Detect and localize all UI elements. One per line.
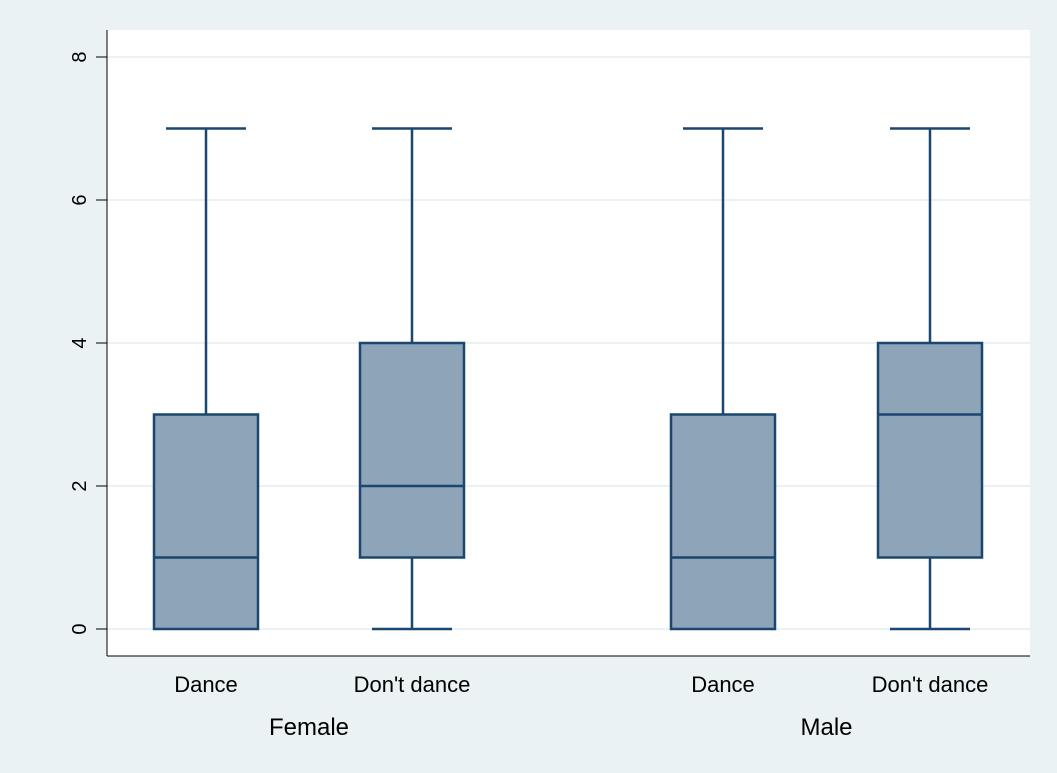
box-0-0 — [152, 127, 260, 631]
boxes — [152, 127, 984, 631]
y-tick-label: 8 — [69, 51, 91, 62]
gridlines — [107, 56, 1030, 630]
box-iqr — [669, 413, 777, 631]
y-axis: 0 2 4 6 8 — [69, 30, 1030, 657]
category-label: Dance — [691, 672, 755, 697]
group-label: Female — [269, 714, 349, 741]
box-1-0 — [669, 127, 777, 631]
y-tick-label: 0 — [69, 623, 91, 634]
y-tick-label: 6 — [69, 194, 91, 205]
category-label: Don't dance — [872, 672, 989, 697]
box-iqr — [876, 341, 984, 559]
box-1-1 — [876, 127, 984, 631]
category-label: Don't dance — [354, 672, 471, 697]
group-label: Male — [800, 714, 852, 741]
box-iqr — [358, 341, 466, 559]
category-label: Dance — [174, 672, 238, 697]
y-tick-label: 2 — [69, 480, 91, 491]
y-tick-label: 4 — [69, 337, 91, 348]
box-iqr — [152, 413, 260, 631]
box-0-1 — [358, 127, 466, 631]
